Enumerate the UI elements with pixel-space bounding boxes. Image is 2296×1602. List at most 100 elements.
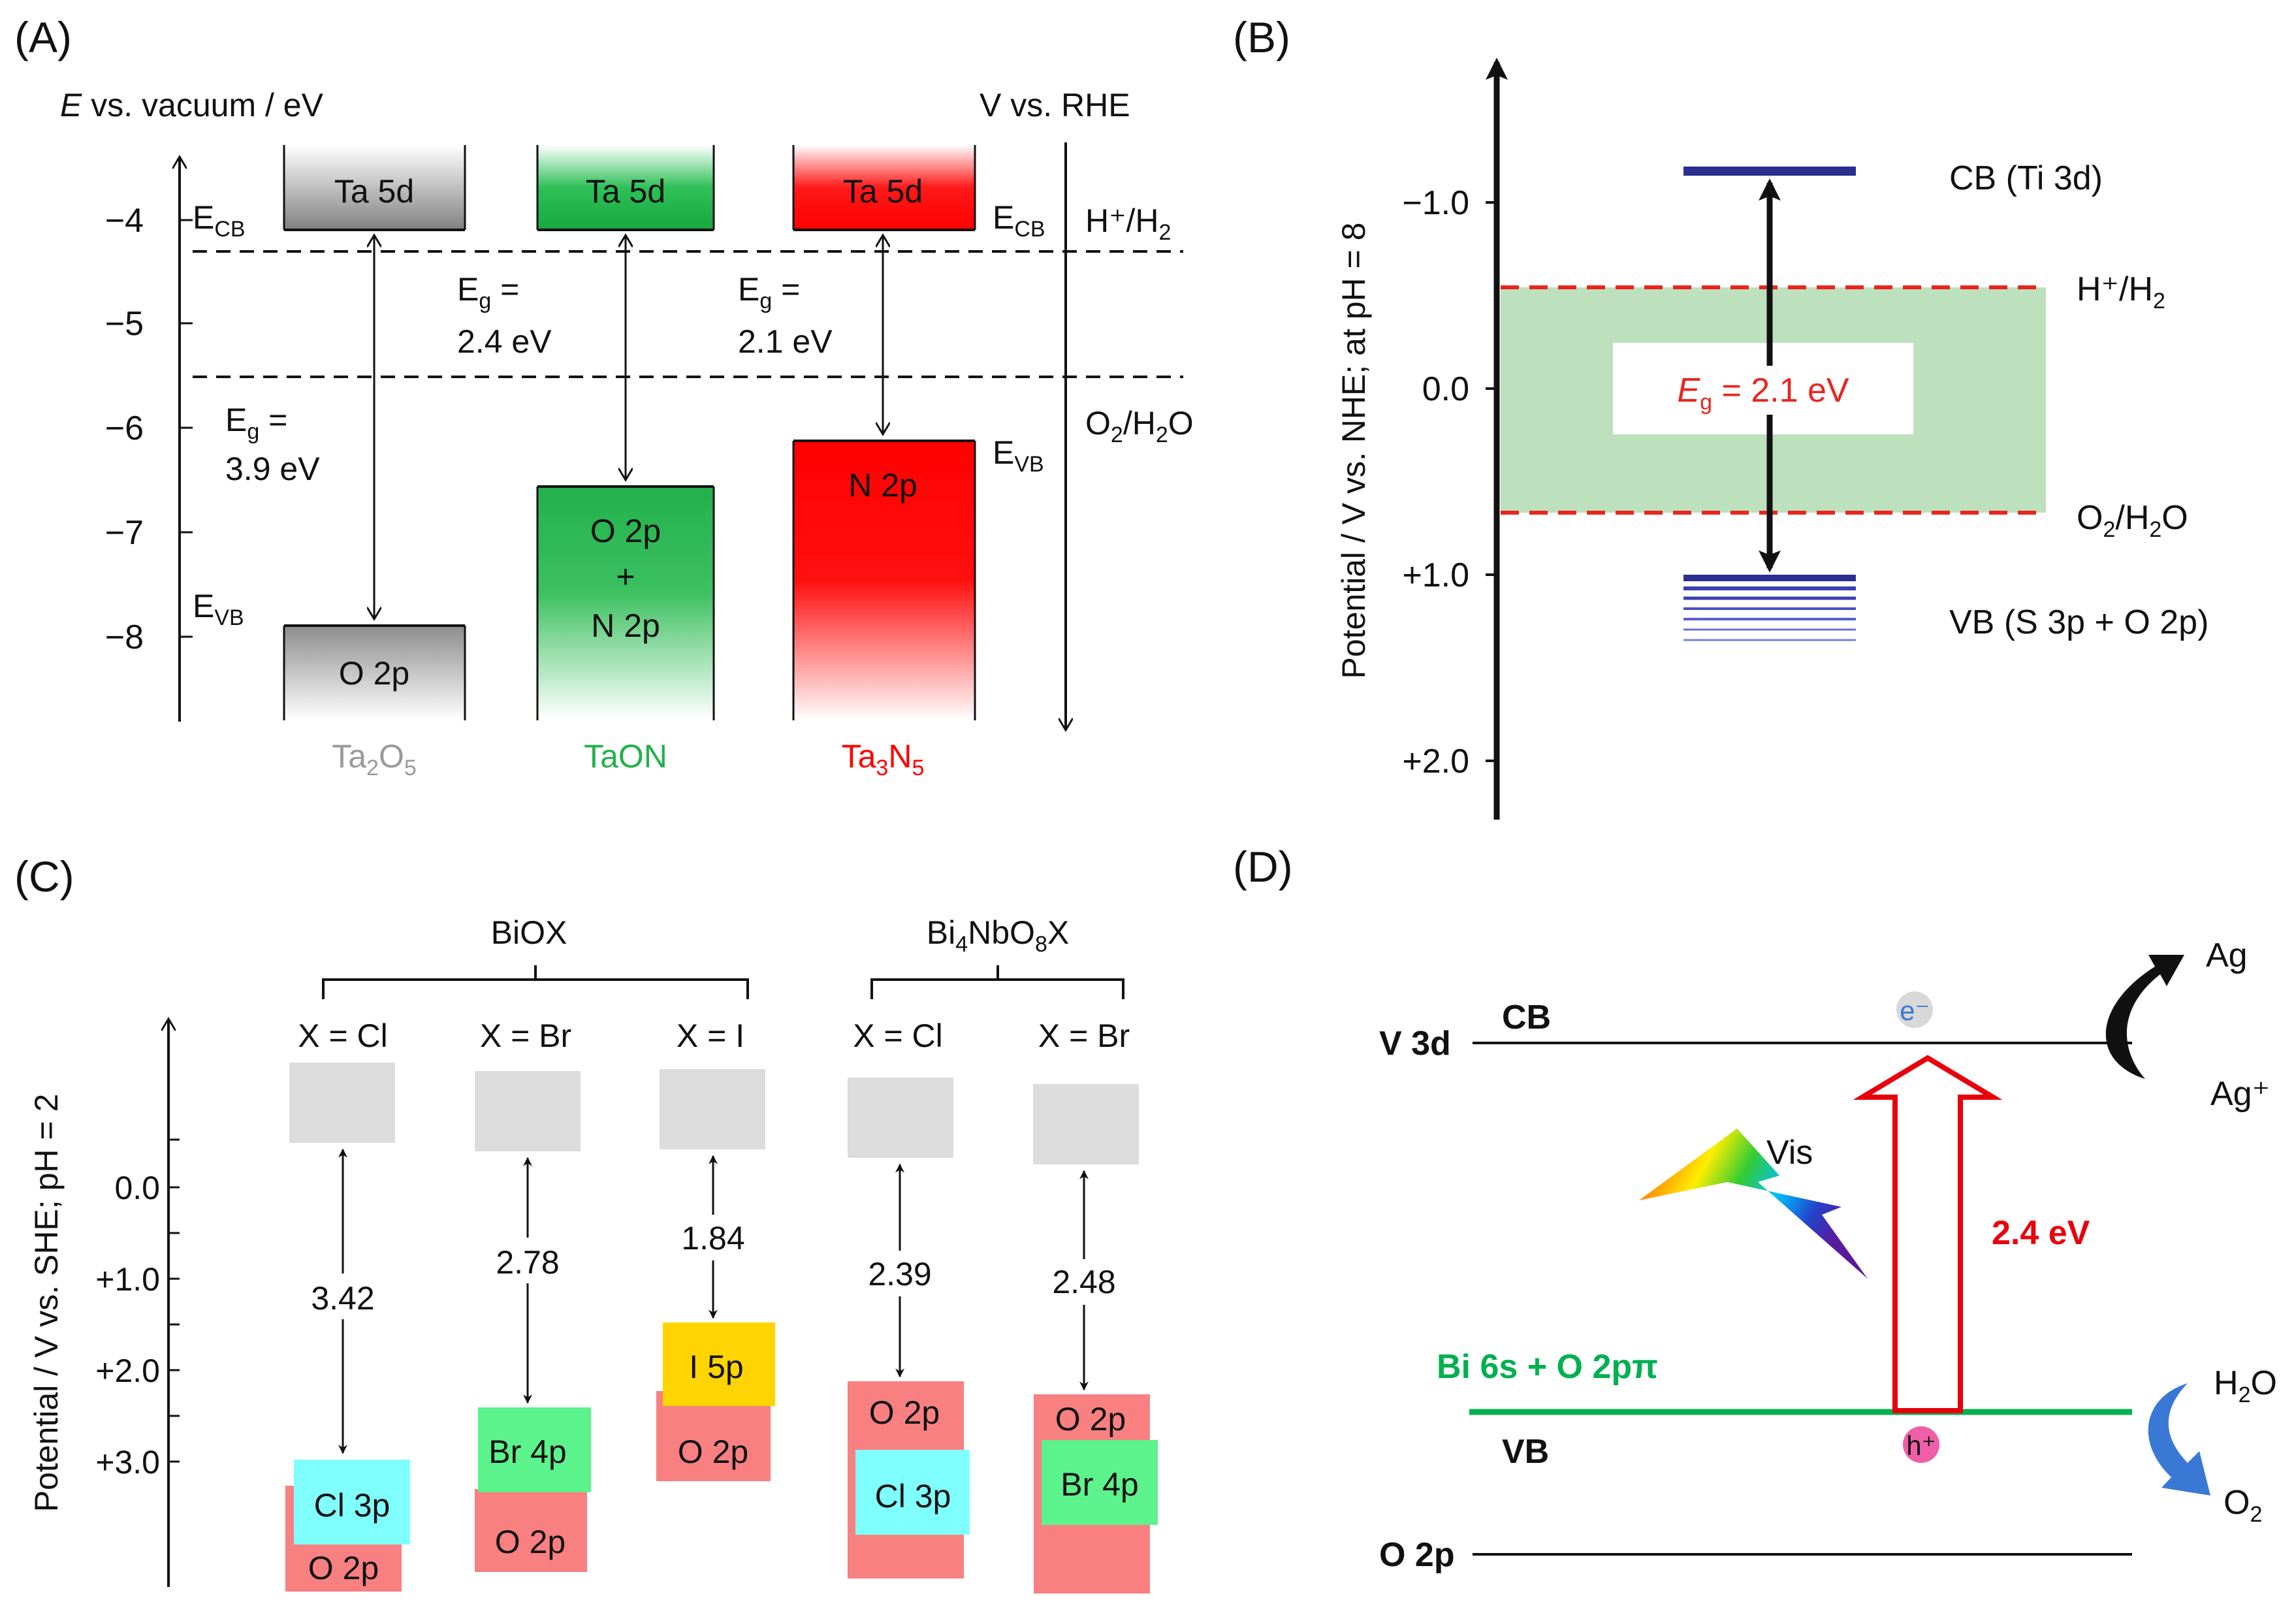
eg-label: Eg = 2.1 eV (1677, 372, 1849, 415)
cb-block (660, 1069, 765, 1149)
cb-block (289, 1063, 395, 1143)
vb-cl3p-block (294, 1460, 410, 1545)
ag-label: Ag (2206, 937, 2248, 974)
cb-block (1033, 1084, 1139, 1164)
h2o-oxidation-arrow-icon (2148, 1383, 2210, 1496)
eg-value: 3.9 eV (225, 451, 320, 487)
gap-label-bg (854, 1251, 946, 1296)
column-biocl: X = Cl Cl 3p O 2p 3.42 (285, 1017, 410, 1592)
vb-levels (1683, 575, 1856, 641)
cb-label: Ta 5d (843, 173, 923, 210)
tick-label: −8 (105, 618, 144, 656)
panel-d-label: (D) (1233, 842, 1293, 891)
vb-bottom-label: Br 4p (1060, 1466, 1139, 1503)
eg-value: 2.4 eV (457, 323, 552, 360)
vb-band (537, 487, 714, 720)
material-name: Ta3N5 (842, 738, 925, 780)
cb-label: Ta 5d (586, 173, 665, 210)
vb-bottom-label: O 2p (495, 1524, 566, 1560)
vb-top-label: Br 4p (488, 1434, 567, 1470)
group-bi4nbo8x-bracket (870, 965, 1124, 999)
ag-reduction-arrow-icon (2105, 955, 2184, 1079)
vb-band (284, 626, 465, 720)
e-vb-label-left: EVB (193, 588, 244, 630)
eg-label-background (1672, 366, 1868, 415)
panel-c-label: (C) (14, 852, 74, 901)
cb-label: Ta 5d (334, 173, 414, 210)
panel-b-ticks: −1.0 0.0 +1.0 +2.0 (1402, 184, 1497, 780)
eg-label: Eg = (457, 271, 519, 313)
panel-b-axis-title: Potential / V vs. NHE; at pH = 8 (1335, 223, 1372, 679)
gap-value: 2.78 (496, 1244, 559, 1281)
material-name: Ta2O5 (332, 738, 417, 780)
gap-value: 3.42 (311, 1280, 374, 1317)
tick-label: −6 (105, 409, 144, 447)
cb-band (284, 145, 465, 230)
gap-label-bg (667, 1215, 759, 1260)
vb-o2p-block (475, 1489, 587, 1572)
cb-label: CB (Ti 3d) (1949, 159, 2103, 197)
tick-label: −7 (105, 514, 144, 552)
x-label: X = Br (480, 1017, 571, 1054)
cb-block (475, 1071, 581, 1151)
o2-label: O2 (2224, 1484, 2262, 1527)
vb-i5p-block (663, 1322, 775, 1406)
tick-label: +2.0 (95, 1353, 160, 1389)
vb-bottom-label: Cl 3p (875, 1478, 951, 1514)
vis-label: Vis (1766, 1134, 1813, 1172)
tick-label: 0.0 (1422, 370, 1469, 408)
panel-d: (D) V 3d CB VB O 2p Bi 6s + O 2pπ 2.4 eV… (1233, 842, 2277, 1574)
eg-label: Eg = (225, 402, 287, 444)
cb-band (537, 145, 714, 230)
panel-b: (B) Potential / V vs. NHE; at pH = 8 −1.… (1233, 13, 2208, 820)
tick-label: −4 (105, 202, 144, 240)
vb-label-2: N 2p (591, 607, 660, 644)
e-vb-label-right: EVB (993, 434, 1044, 477)
vb-bottom-label: O 2p (678, 1434, 748, 1470)
cb-label: CB (1502, 999, 1551, 1036)
panel-c-ticks: 0.0 +1.0 +2.0 +3.0 (95, 1138, 180, 1481)
group-biox-bracket (322, 965, 749, 999)
tick-label: +1.0 (1402, 556, 1469, 594)
panel-c: (C) Potential / V vs. SHE; pH = 2 0.0 +1… (14, 852, 1158, 1594)
gap-label-bg (482, 1238, 573, 1283)
tick-label: +3.0 (95, 1444, 160, 1481)
electron-label: e⁻ (1900, 995, 1930, 1026)
gap-label-bg (297, 1274, 389, 1319)
panel-a-label: (A) (14, 13, 72, 61)
vb-br4p-block (1042, 1440, 1158, 1525)
material-taon: Ta 5d O 2p + N 2p Eg = 2.4 eV TaON (457, 145, 715, 775)
material-name: TaON (584, 738, 667, 775)
material-ta2o5: Ta 5d O 2p Eg = 3.9 eV Ta2O5 (225, 145, 466, 780)
panel-c-axis-title: Potential / V vs. SHE; pH = 2 (28, 1094, 65, 1513)
h-couple-label: H⁺/H2 (1085, 202, 1171, 245)
vb-top-label: O 2p (1055, 1401, 1126, 1437)
cb-block (848, 1078, 953, 1158)
vb-label-plus: + (616, 558, 635, 595)
vb-label: VB (1502, 1433, 1549, 1471)
vb-top-label: Cl 3p (314, 1487, 391, 1524)
vb-label: VB (S 3p + O 2p) (1949, 603, 2208, 641)
eg-label: Eg = (738, 271, 800, 313)
panel-a-y-axis-title: E vs. vacuum / eV (60, 87, 324, 123)
h2o-label: H2O (2214, 1364, 2277, 1407)
gap-value: 1.84 (681, 1220, 744, 1257)
panel-b-label: (B) (1233, 13, 1290, 61)
panel-a-y-ticks: −4 −5 −6 −7 −8 (105, 202, 193, 656)
h-couple-label: H⁺/H2 (2077, 270, 2165, 313)
hole-label: h⁺ (1906, 1430, 1936, 1461)
vb-band (793, 441, 975, 720)
x-label: X = Cl (853, 1017, 943, 1054)
gap-label-bg (1038, 1259, 1130, 1305)
o-couple-label: O2/H2O (2077, 499, 2188, 542)
vb-label-1: O 2p (590, 513, 661, 549)
vb-label: O 2p (339, 655, 409, 692)
gap-value: 2.48 (1052, 1264, 1115, 1300)
o2p-label: O 2p (1379, 1536, 1455, 1574)
vb-label: N 2p (848, 467, 917, 504)
visible-light-bolt-icon (1639, 1129, 1868, 1279)
panel-a: (A) E vs. vacuum / eV V vs. RHE −4 −5 −6… (14, 13, 1194, 780)
material-ta3n5: Ta 5d N 2p Eg = 2.1 eV Ta3N5 (738, 145, 976, 780)
x-label: X = Cl (298, 1017, 388, 1054)
e-cb-label-right: ECB (993, 199, 1045, 242)
